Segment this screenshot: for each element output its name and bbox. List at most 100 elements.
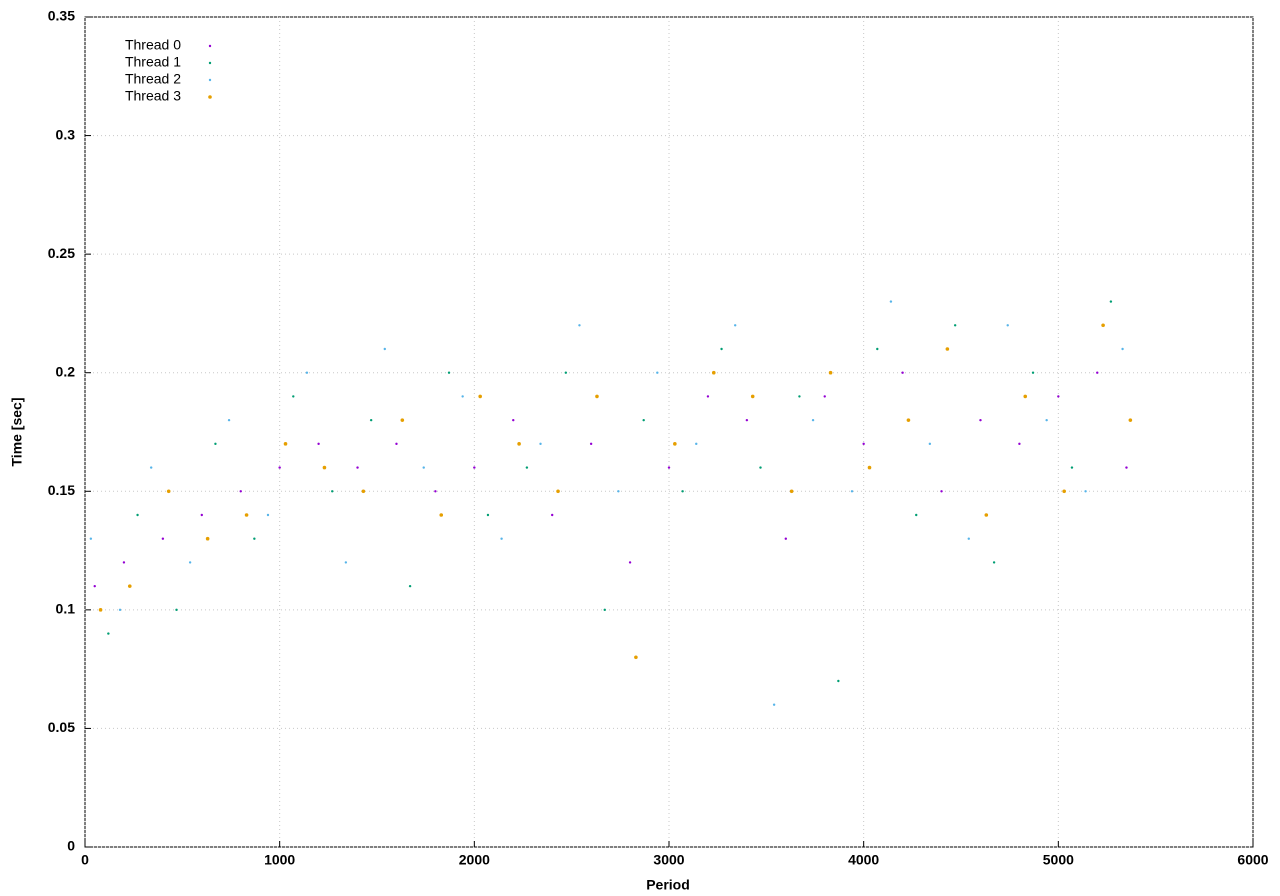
- point: [292, 395, 295, 398]
- point: [798, 395, 801, 398]
- point: [486, 513, 490, 517]
- point: [940, 490, 943, 493]
- point: [89, 537, 93, 540]
- point: [478, 394, 482, 399]
- point: [344, 561, 348, 564]
- point: [867, 465, 872, 470]
- point: [149, 466, 153, 469]
- y-tick-label: 0.35: [48, 8, 75, 24]
- point: [979, 418, 982, 422]
- point: [500, 537, 503, 540]
- point: [745, 418, 749, 422]
- point: [828, 370, 833, 375]
- y-tick-label: 0: [67, 838, 75, 854]
- point: [695, 442, 698, 446]
- point: [447, 371, 451, 374]
- point: [517, 442, 521, 446]
- point: [266, 513, 270, 517]
- point: [473, 466, 476, 469]
- y-tick-label: 0.1: [56, 601, 76, 617]
- point: [634, 655, 638, 660]
- point: [992, 561, 996, 564]
- x-tick-label: 0: [81, 852, 89, 868]
- point: [1023, 394, 1028, 399]
- point: [673, 442, 677, 446]
- legend-label: Thread 1: [125, 54, 181, 70]
- point: [564, 371, 568, 374]
- point: [811, 418, 815, 422]
- point: [1128, 418, 1133, 422]
- point: [239, 490, 242, 493]
- point: [837, 679, 840, 683]
- point: [915, 513, 918, 517]
- point: [784, 537, 787, 540]
- point: [244, 513, 249, 517]
- point: [361, 489, 366, 494]
- point: [118, 608, 122, 612]
- point: [750, 394, 755, 399]
- x-tick-label: 2000: [459, 852, 490, 868]
- y-tick-label: 0.15: [48, 482, 75, 498]
- point: [539, 442, 542, 446]
- legend-marker: [208, 95, 212, 99]
- point: [188, 561, 192, 564]
- point: [1070, 466, 1074, 469]
- x-tick-label: 6000: [1237, 852, 1268, 868]
- point: [166, 489, 171, 494]
- point: [93, 584, 96, 588]
- legend-label: Thread 2: [125, 71, 181, 87]
- point: [400, 418, 405, 422]
- point: [1018, 442, 1021, 446]
- point: [1121, 347, 1124, 351]
- point: [556, 489, 560, 494]
- x-tick-label: 5000: [1043, 852, 1074, 868]
- point: [1045, 418, 1048, 422]
- point: [331, 490, 334, 493]
- point: [214, 442, 217, 446]
- point: [1006, 324, 1009, 327]
- legend-label: Thread 3: [125, 88, 181, 104]
- point: [322, 465, 327, 470]
- point: [906, 418, 911, 422]
- point: [551, 513, 554, 517]
- point: [525, 466, 529, 469]
- point: [434, 490, 437, 493]
- point: [1101, 323, 1105, 328]
- point: [408, 584, 412, 588]
- point: [1096, 371, 1099, 374]
- point: [395, 442, 398, 446]
- point: [656, 371, 659, 374]
- point: [642, 418, 645, 422]
- point: [461, 395, 464, 398]
- point: [369, 418, 373, 422]
- point: [200, 513, 203, 517]
- x-axis-label: Period: [646, 877, 690, 893]
- point: [862, 442, 865, 446]
- point: [422, 466, 425, 469]
- point: [876, 347, 879, 351]
- point: [512, 418, 515, 422]
- point: [107, 632, 110, 635]
- point: [283, 442, 288, 446]
- x-tick-label: 4000: [848, 852, 879, 868]
- point: [589, 442, 593, 446]
- point: [305, 371, 309, 374]
- point: [733, 324, 737, 327]
- point: [617, 490, 620, 493]
- point: [772, 703, 776, 706]
- point: [1062, 489, 1066, 494]
- point: [901, 371, 904, 374]
- point: [227, 418, 231, 422]
- point: [706, 395, 710, 398]
- point: [317, 442, 320, 446]
- point: [1109, 300, 1113, 303]
- point: [823, 395, 826, 398]
- point: [578, 324, 581, 327]
- point: [720, 347, 723, 351]
- point: [1031, 371, 1035, 374]
- point: [681, 490, 684, 493]
- legend-marker: [208, 44, 212, 48]
- point: [603, 608, 606, 612]
- point: [175, 608, 178, 612]
- point: [759, 466, 762, 469]
